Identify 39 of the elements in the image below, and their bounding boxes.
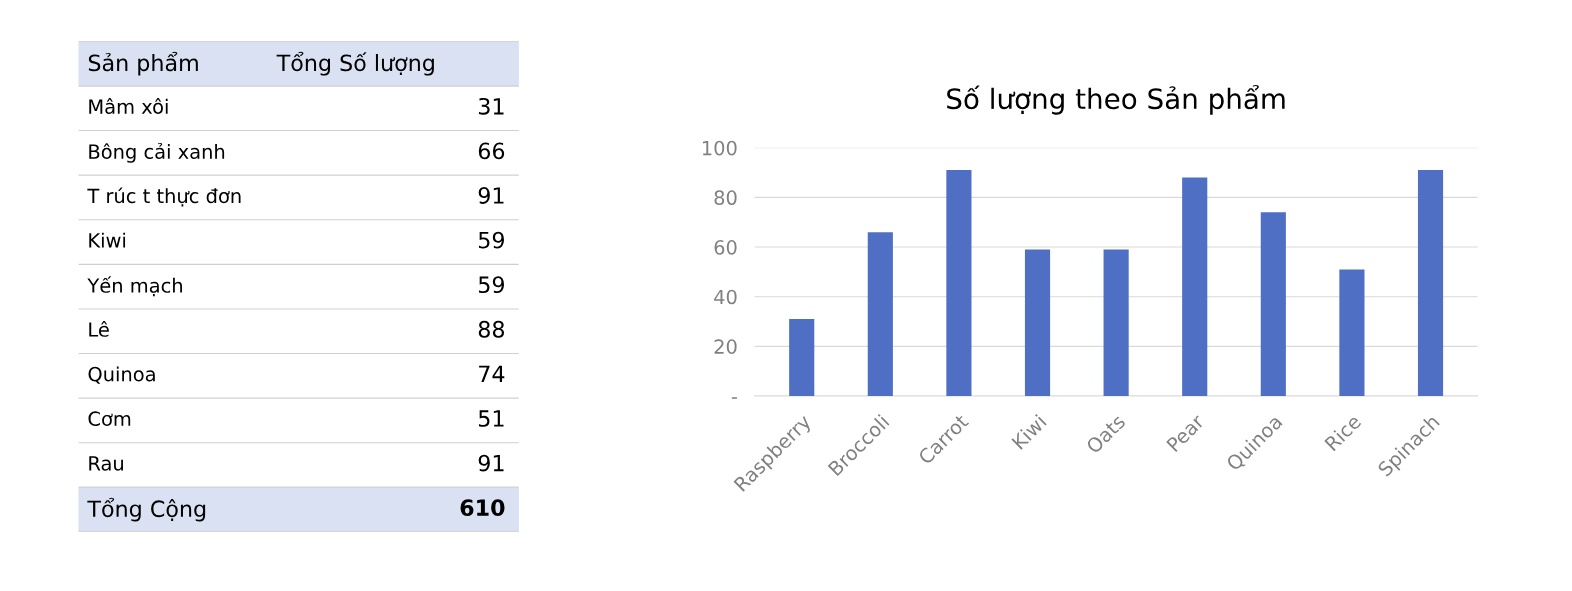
category-label: Kiwi	[89, 232, 126, 248]
data-label: 51	[478, 410, 504, 427]
data-label: 31	[478, 97, 504, 115]
y-tick-label: 100	[702, 140, 737, 156]
y-tick-label: 60	[714, 239, 737, 255]
text: 610	[460, 499, 505, 517]
text: Tổng Số lượng	[276, 51, 434, 76]
bar	[1260, 212, 1286, 396]
category-label: Bông cải xanh	[89, 142, 225, 163]
chart-title: Số lượng theo Sản phẩm	[947, 84, 1285, 115]
category-label: Cơm	[88, 411, 131, 427]
bar	[946, 170, 972, 396]
category-label: Yến mạch	[87, 276, 182, 297]
text: Tổng Cộng	[87, 497, 206, 522]
data-label: 88	[478, 320, 505, 338]
bar	[867, 232, 893, 396]
y-tick-label: -	[731, 397, 737, 399]
bar	[1103, 249, 1129, 396]
category-label: Rau	[89, 456, 123, 471]
data-label: 91	[478, 454, 504, 472]
y-tick-label: 40	[714, 289, 737, 305]
y-tick-label: 80	[714, 190, 737, 206]
data-label: 59	[478, 276, 504, 294]
bar	[1339, 269, 1365, 396]
data-label: 66	[478, 142, 505, 160]
bar	[789, 319, 815, 396]
category-label: Quinoa	[88, 366, 155, 384]
data-label: 59	[478, 231, 504, 249]
bar	[1182, 177, 1208, 396]
y-tick-label: 20	[714, 339, 737, 354]
x-tick-label: Rice	[1323, 413, 1362, 452]
bar	[1417, 170, 1444, 396]
bar	[1024, 249, 1051, 396]
text: Sản phẩm	[88, 51, 198, 76]
data-label: 91	[478, 187, 504, 204]
category-label: Lê	[89, 321, 109, 337]
category-label: T rúc t thực đơn	[87, 187, 241, 207]
data-label: 74	[479, 365, 505, 382]
category-label: Mâm xôi	[89, 98, 168, 114]
